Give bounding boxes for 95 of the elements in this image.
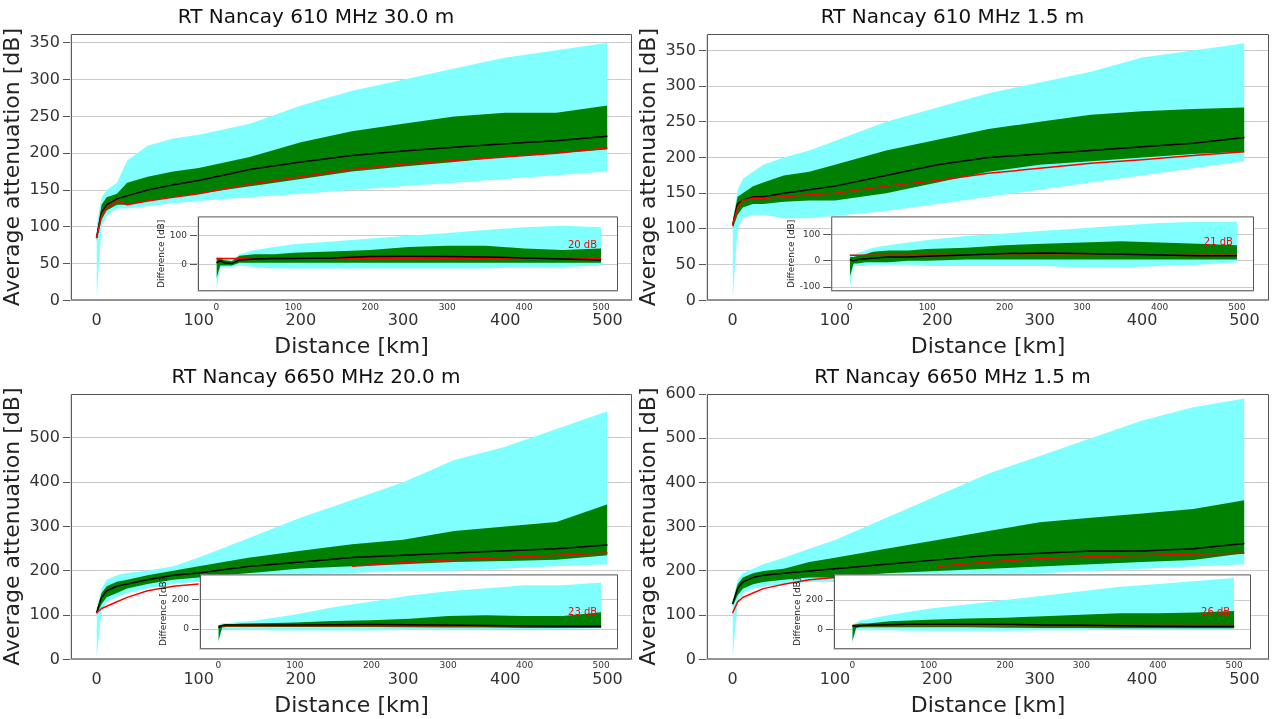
y-tick-label: 0 <box>181 258 188 269</box>
y-tick-label: 350 <box>665 39 696 59</box>
y-tick-label: 200 <box>665 560 696 580</box>
x-tick-label: 300 <box>387 310 419 330</box>
x-tick-label: 100 <box>286 659 304 670</box>
y-tick-label: 50 <box>675 253 696 273</box>
y-tick-label: 0 <box>814 255 821 266</box>
x-tick-label: 300 <box>387 669 419 689</box>
x-tick-label: 500 <box>1228 301 1246 312</box>
y-tick-label: 100 <box>665 604 696 624</box>
y-axis-title: Difference [dB] <box>791 577 802 646</box>
x-tick-label: 300 <box>1072 659 1091 670</box>
chart-title: RT Nancay 6650 MHz 20.0 m <box>171 364 461 389</box>
x-tick-label: 400 <box>1126 310 1158 330</box>
y-tick-label: 200 <box>665 146 696 166</box>
y-axis-title: Average attenuation [dB] <box>634 28 660 307</box>
x-tick-label: 300 <box>1024 310 1055 330</box>
x-tick-label: 500 <box>592 659 611 670</box>
ref-line-label: 20 dB <box>567 239 598 251</box>
y-tick-label: 300 <box>29 515 60 535</box>
y-tick-label: 250 <box>29 105 60 125</box>
y-tick-label: 250 <box>665 111 696 130</box>
x-tick-label: 0 <box>727 669 738 689</box>
x-tick-label: 200 <box>996 659 1014 670</box>
y-tick-label: 400 <box>665 471 696 491</box>
y-tick-label: 200 <box>171 594 190 605</box>
y-tick-label: 150 <box>29 179 60 199</box>
x-tick-label: 200 <box>285 669 317 689</box>
x-tick-label: 200 <box>362 659 381 670</box>
x-tick-label: 200 <box>285 310 317 330</box>
y-tick-label: 200 <box>805 594 824 605</box>
y-tick-label: 100 <box>803 229 821 240</box>
chart-title: RT Nancay 610 MHz 1.5 m <box>820 4 1085 29</box>
y-tick-label: 0 <box>183 623 190 634</box>
y-tick-label: 50 <box>39 252 60 272</box>
x-tick-label: 0 <box>215 659 222 670</box>
x-tick-label: 500 <box>592 301 610 312</box>
x-tick-label: 0 <box>213 301 220 312</box>
x-tick-label: 0 <box>91 669 102 689</box>
y-axis-title: Average attenuation [dB] <box>0 387 24 666</box>
y-axis-title: Difference [dB] <box>155 219 166 288</box>
y-tick-label: 300 <box>665 75 696 95</box>
x-tick-label: 100 <box>920 659 938 670</box>
x-tick-label: 100 <box>918 301 937 312</box>
y-tick-label: 100 <box>665 218 696 238</box>
y-axis-title: Average attenuation [dB] <box>0 28 24 307</box>
y-tick-label: 100 <box>169 230 188 241</box>
x-tick-label: 0 <box>91 310 102 330</box>
y-axis-title: Average attenuation [dB] <box>634 387 660 666</box>
chart-title: RT Nancay 610 MHz 30.0 m <box>177 4 455 29</box>
y-axis-title: Difference [dB] <box>785 219 796 288</box>
y-tick-label: 200 <box>29 559 60 579</box>
y-tick-label: 100 <box>29 604 60 624</box>
x-tick-label: 100 <box>284 301 303 312</box>
x-tick-label: 0 <box>727 310 738 330</box>
x-tick-label: 400 <box>515 301 534 312</box>
x-tick-label: 400 <box>1149 659 1167 670</box>
y-tick-label: -100 <box>799 281 821 292</box>
y-axis-title: Difference [dB] <box>157 577 168 646</box>
x-tick-label: 500 <box>1229 669 1260 689</box>
x-tick-label: 300 <box>439 659 457 670</box>
x-tick-label: 500 <box>592 310 623 330</box>
x-axis-title: Distance [km] <box>274 332 429 358</box>
x-axis-title: Distance [km] <box>274 691 429 717</box>
y-tick-label: 350 <box>29 31 60 51</box>
x-tick-label: 0 <box>849 659 856 670</box>
x-tick-label: 200 <box>922 669 953 689</box>
x-axis-title: Distance [km] <box>910 691 1066 717</box>
y-tick-label: 500 <box>29 427 60 447</box>
chart-title: RT Nancay 6650 MHz 1.5 m <box>814 364 1091 389</box>
y-tick-label: 300 <box>29 68 60 88</box>
x-tick-label: 400 <box>516 659 534 670</box>
y-tick-label: 600 <box>665 383 696 403</box>
x-tick-label: 200 <box>996 301 1014 312</box>
x-tick-label: 500 <box>1229 310 1260 330</box>
y-tick-label: 300 <box>665 515 696 535</box>
x-tick-label: 500 <box>592 669 623 689</box>
x-tick-label: 400 <box>1150 301 1169 312</box>
x-tick-label: 400 <box>490 669 521 689</box>
y-tick-label: 150 <box>665 182 696 202</box>
x-tick-label: 300 <box>438 301 457 312</box>
x-tick-label: 400 <box>1126 669 1158 689</box>
x-axis-title: Distance [km] <box>910 332 1066 358</box>
y-tick-label: 0 <box>817 623 824 634</box>
y-tick-label: 400 <box>29 471 60 491</box>
x-tick-label: 300 <box>1073 301 1091 312</box>
y-tick-label: 200 <box>29 142 60 162</box>
x-tick-label: 300 <box>1024 669 1055 689</box>
x-tick-label: 500 <box>1225 659 1244 670</box>
x-tick-label: 200 <box>922 310 953 330</box>
x-tick-label: 200 <box>361 301 380 312</box>
x-tick-label: 400 <box>490 310 521 330</box>
y-tick-label: 500 <box>665 427 696 447</box>
x-tick-label: 0 <box>846 301 853 312</box>
y-tick-label: 100 <box>29 215 60 235</box>
